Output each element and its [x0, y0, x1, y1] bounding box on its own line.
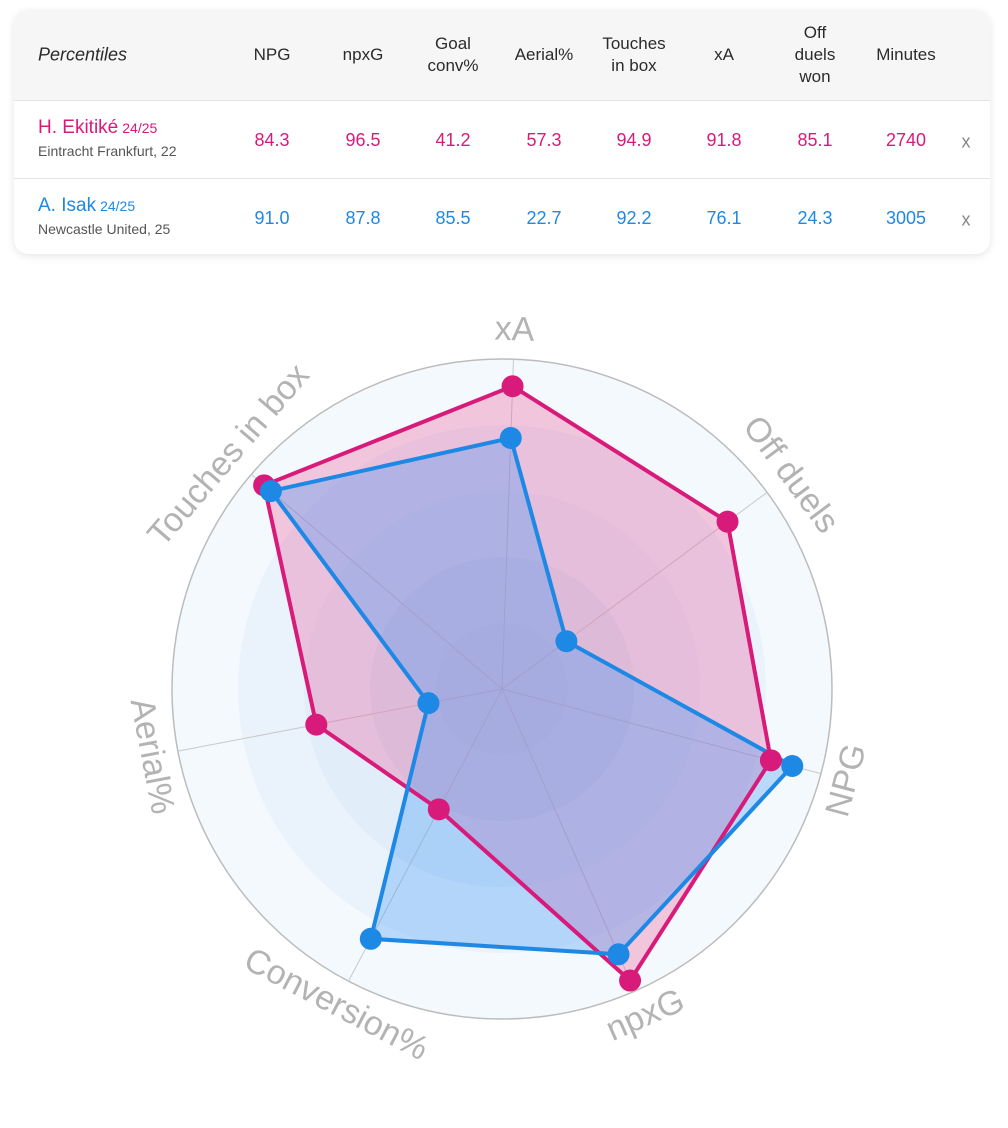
value-off-duels-won: 24.3	[797, 207, 833, 228]
value-off-duels-won: 85.1	[797, 129, 833, 150]
radar-spoke	[177, 688, 503, 752]
player-season: 24/25	[122, 120, 158, 136]
player-club: Eintracht Frankfurt, 22	[38, 143, 177, 159]
value-touches-in-box: 92.2	[616, 207, 652, 228]
table-title: Percentiles	[38, 44, 128, 65]
radar-point-series-2[interactable]	[499, 427, 522, 450]
radar-spoke	[501, 688, 636, 992]
player-season: 24/25	[100, 198, 136, 214]
value-goal-conv: 41.2	[435, 129, 471, 150]
radar-point-series-2[interactable]	[417, 692, 440, 715]
player-name[interactable]: H. Ekitiké 24/25	[38, 117, 157, 139]
radar-point-series-1[interactable]	[305, 713, 328, 736]
radar-area-series-1	[264, 386, 771, 981]
value-xa: 91.8	[706, 129, 742, 150]
column-header-goal-conv: Goal conv%	[427, 34, 479, 75]
radar-area-series-2	[270, 438, 793, 955]
radar-line-series-2	[268, 436, 795, 957]
radar-point-series-2[interactable]	[259, 480, 282, 503]
radar-point-series-1[interactable]	[427, 798, 450, 821]
comparison-table: Percentiles NPG npxG Goal conv% Aerial% …	[14, 10, 990, 254]
table-row: H. Ekitiké 24/25 Eintracht Frankfurt, 22 …	[14, 101, 990, 179]
column-header-xa: xA	[714, 45, 734, 64]
value-xa: 76.1	[706, 207, 742, 228]
radar-point-series-1[interactable]	[619, 969, 642, 992]
axis-label: xA	[494, 310, 535, 349]
value-npg: 91.0	[254, 207, 290, 228]
column-header-npg: NPG	[253, 45, 291, 64]
radar-outer-ring	[171, 358, 833, 1020]
radar-point-series-2[interactable]	[555, 630, 578, 653]
radar-spoke	[501, 359, 515, 690]
column-header-npxg: npxG	[342, 45, 384, 64]
player-name[interactable]: A. Isak 24/25	[38, 195, 135, 217]
radar-line-series-1	[262, 384, 773, 983]
radar-point-series-1[interactable]	[501, 375, 524, 398]
column-header-touches-in-box: Touches in box	[602, 34, 666, 75]
player-name-text[interactable]: A. Isak	[38, 195, 97, 216]
radar-spoke	[251, 473, 503, 690]
column-header-aerial: Aerial%	[514, 45, 574, 64]
value-minutes: 2740	[885, 129, 927, 150]
value-npg: 84.3	[254, 129, 290, 150]
player-club: Newcastle United, 25	[38, 221, 171, 237]
radar-point-series-2[interactable]	[781, 754, 804, 777]
radar-point-series-1[interactable]	[759, 749, 782, 772]
remove-player-button[interactable]: x	[961, 209, 971, 230]
remove-player-button[interactable]: x	[961, 131, 971, 152]
table-row: A. Isak 24/25 Newcastle United, 25 91.0 8…	[14, 179, 990, 254]
value-npxg: 87.8	[345, 207, 381, 228]
value-npxg: 96.5	[345, 129, 381, 150]
value-minutes: 3005	[885, 207, 927, 228]
value-aerial: 57.3	[526, 129, 562, 150]
column-header-off-duels-won: Off duels won	[794, 23, 836, 86]
radar-point-series-1[interactable]	[716, 510, 739, 533]
value-aerial: 22.7	[526, 207, 562, 228]
value-touches-in-box: 94.9	[616, 129, 652, 150]
radar-point-series-2[interactable]	[359, 927, 382, 950]
column-header-minutes: Minutes	[876, 45, 936, 64]
radar-point-series-2[interactable]	[607, 943, 630, 966]
radar-series	[253, 375, 804, 992]
value-goal-conv: 85.5	[435, 207, 471, 228]
table-header: Percentiles NPG npxG Goal conv% Aerial% …	[14, 10, 990, 101]
player-name-text[interactable]: H. Ekitiké	[38, 117, 119, 138]
